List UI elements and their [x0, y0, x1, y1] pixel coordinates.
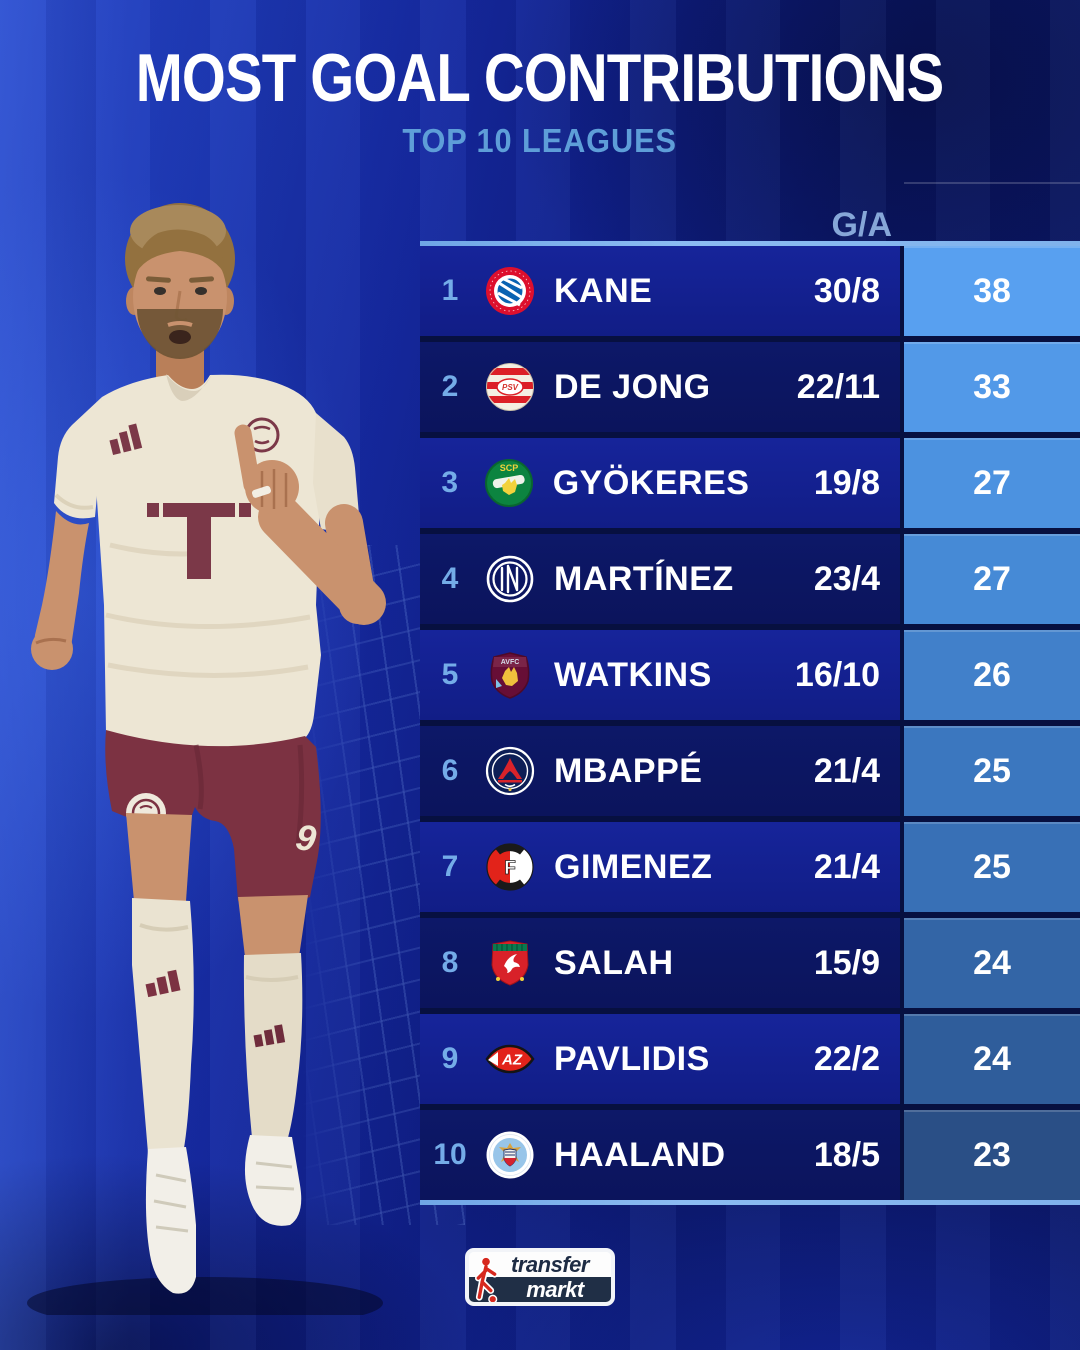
logo-word-markt: markt	[526, 1276, 584, 1302]
page-title: MOST GOAL CONTRIBUTIONS	[136, 40, 944, 116]
contr-value: 24	[904, 1014, 1080, 1104]
table-row: 2 PSV DE JONG 22/11 33	[420, 342, 1080, 432]
ga-value: 22/11	[796, 367, 880, 406]
svg-text:SCP: SCP	[500, 463, 519, 473]
player-name: PAVLIDIS	[554, 1039, 710, 1078]
contr-value: 24	[904, 918, 1080, 1008]
table-row: 1 KANE 30/8 38	[420, 246, 1080, 336]
shirt-number: 9	[294, 816, 319, 859]
rank-label: 1	[441, 274, 459, 307]
table-row: 9 AZ PAVLIDIS 22/2 24	[420, 1014, 1080, 1104]
villa-club-badge-icon: AVFC	[480, 649, 540, 701]
table-top-border	[420, 241, 1080, 246]
table-row: 5 AVFC WATKINS 16/10 26	[420, 630, 1080, 720]
logo-player-icon	[474, 1256, 499, 1302]
contr-value: 38	[904, 246, 1080, 336]
logo-word-transfer: transfer	[511, 1251, 589, 1277]
ga-value: 19/8	[813, 463, 881, 502]
rank-label: 8	[441, 946, 459, 979]
svg-text:AZ: AZ	[501, 1052, 523, 1069]
table-row: 3 SCP GYÖKERES 19/8 27	[420, 438, 1080, 528]
rank-label: 9	[441, 1042, 459, 1075]
ga-value: 22/2	[813, 1039, 880, 1078]
contr-value: 23	[904, 1110, 1080, 1200]
transfermarkt-logo: transfer markt	[465, 1248, 615, 1306]
table-row: 6 MBAPPÉ 21/4 25	[420, 726, 1080, 816]
shorts-crest-icon	[126, 793, 166, 833]
ga-value: 18/5	[813, 1135, 880, 1174]
rank-label: 3	[441, 466, 459, 499]
rank-label: 10	[433, 1138, 467, 1171]
ga-value: 23/4	[813, 559, 880, 598]
player-name: GYÖKERES	[552, 463, 750, 502]
contr-value: 33	[904, 342, 1080, 432]
ranking-table: 1 KANE 30/8 38 2 PSV DE JONG 22/11 33 3 …	[420, 246, 1080, 1200]
ga-value: 30/8	[813, 271, 880, 310]
table-bottom-border	[420, 1200, 1080, 1205]
psg-club-badge-icon	[480, 745, 540, 797]
player-name: KANE	[554, 271, 653, 310]
svg-text:PSV: PSV	[502, 383, 519, 392]
liverpool-club-badge-icon	[480, 937, 540, 989]
contr-value: 26	[904, 630, 1080, 720]
contr-value: 27	[904, 438, 1080, 528]
contr-value: 25	[904, 822, 1080, 912]
contr-value: 27	[904, 534, 1080, 624]
bayern-club-badge-icon	[480, 265, 540, 317]
player-name: SALAH	[554, 943, 674, 982]
player-name: GIMENEZ	[554, 847, 713, 886]
inter-club-badge-icon	[480, 553, 540, 605]
feyenoord-club-badge-icon: F	[480, 841, 540, 893]
rank-label: 7	[441, 850, 459, 883]
rank-label: 6	[441, 754, 459, 787]
table-row: 8 SALAH 15/9 24	[420, 918, 1080, 1008]
contr-value: 25	[904, 726, 1080, 816]
player-name: WATKINS	[554, 655, 712, 694]
psv-club-badge-icon: PSV	[480, 361, 540, 413]
ga-value: 21/4	[813, 751, 880, 790]
table-row: 4 MARTÍNEZ 23/4 27	[420, 534, 1080, 624]
table-row: 10 HAALAND 18/5 23	[420, 1110, 1080, 1200]
rank-label: 4	[441, 562, 459, 595]
t-mobile-logo	[147, 503, 251, 579]
rank-label: 5	[441, 658, 459, 691]
column-header-ga: G/A	[831, 206, 892, 244]
svg-text:F: F	[504, 858, 516, 879]
player-name: DE JONG	[554, 367, 711, 406]
ga-value: 16/10	[794, 655, 880, 694]
ga-value: 15/9	[813, 943, 880, 982]
table-row: 7 F GIMENEZ 21/4 25	[420, 822, 1080, 912]
player-photo-kane: 9	[27, 203, 386, 1315]
ga-value: 21/4	[813, 847, 880, 886]
player-name: MARTÍNEZ	[554, 559, 734, 598]
page-subtitle: TOP 10 LEAGUES	[402, 122, 678, 159]
city-club-badge-icon	[480, 1129, 540, 1181]
rank-label: 2	[441, 370, 459, 403]
sporting-club-badge-icon: SCP	[479, 457, 538, 509]
player-name: HAALAND	[554, 1135, 726, 1174]
svg-text:AVFC: AVFC	[501, 659, 520, 666]
adidas-logo	[109, 423, 143, 456]
az-club-badge-icon: AZ	[480, 1033, 540, 1085]
player-name: MBAPPÉ	[554, 751, 703, 790]
